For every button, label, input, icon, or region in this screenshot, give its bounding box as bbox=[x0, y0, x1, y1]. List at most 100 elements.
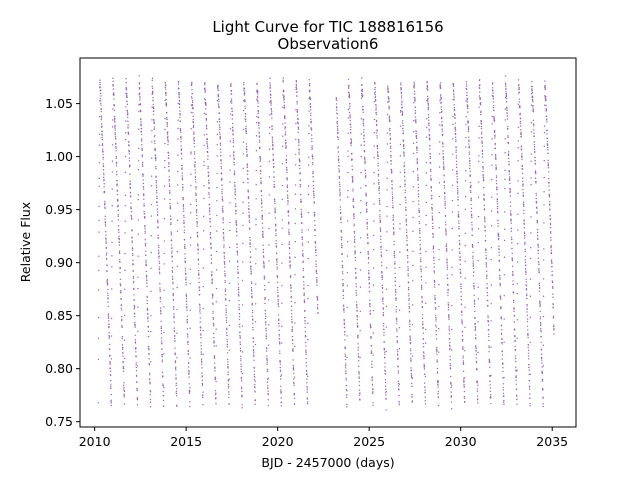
data-point bbox=[267, 399, 269, 401]
data-point bbox=[111, 220, 113, 222]
data-point bbox=[194, 161, 196, 164]
data-point bbox=[549, 223, 552, 226]
data-point bbox=[400, 92, 403, 95]
data-point bbox=[354, 238, 356, 241]
data-point bbox=[193, 138, 195, 140]
data-point bbox=[527, 355, 530, 357]
data-point bbox=[301, 237, 303, 239]
data-point bbox=[397, 351, 399, 353]
data-point bbox=[525, 264, 527, 267]
data-point bbox=[274, 223, 277, 226]
data-point bbox=[313, 202, 315, 204]
data-point bbox=[150, 185, 153, 187]
data-point bbox=[349, 107, 351, 109]
data-point bbox=[197, 249, 199, 251]
data-point bbox=[139, 103, 142, 105]
data-point bbox=[530, 153, 532, 155]
data-point bbox=[199, 321, 201, 323]
data-point bbox=[438, 248, 440, 251]
data-point bbox=[223, 257, 226, 259]
data-point bbox=[518, 98, 521, 100]
data-point bbox=[516, 283, 519, 285]
data-point bbox=[532, 101, 534, 103]
data-point bbox=[546, 129, 548, 131]
data-point bbox=[168, 185, 171, 187]
data-point bbox=[167, 138, 169, 140]
data-point bbox=[541, 359, 543, 361]
data-point bbox=[155, 167, 157, 170]
data-point bbox=[142, 175, 144, 177]
data-point bbox=[111, 144, 114, 146]
data-point bbox=[116, 183, 118, 185]
data-point bbox=[183, 229, 186, 231]
data-point bbox=[193, 146, 196, 148]
data-point bbox=[418, 222, 421, 225]
data-point bbox=[458, 222, 460, 225]
data-point bbox=[402, 132, 404, 134]
data-point bbox=[267, 377, 270, 380]
data-point bbox=[418, 211, 420, 214]
data-point bbox=[486, 275, 488, 278]
data-point bbox=[236, 231, 238, 233]
data-point bbox=[237, 272, 239, 274]
data-point bbox=[348, 97, 351, 99]
x-tick-label: 2020 bbox=[262, 434, 294, 449]
data-point bbox=[480, 120, 482, 123]
data-point bbox=[118, 237, 120, 240]
data-point bbox=[199, 306, 201, 308]
data-point bbox=[186, 305, 188, 308]
data-point bbox=[517, 229, 519, 231]
data-point bbox=[195, 186, 197, 189]
data-point bbox=[305, 341, 307, 344]
data-point bbox=[433, 266, 435, 268]
data-point bbox=[338, 161, 340, 164]
data-point bbox=[157, 220, 159, 223]
data-point bbox=[342, 289, 344, 291]
data-point bbox=[515, 383, 518, 385]
data-point bbox=[268, 148, 271, 151]
data-point bbox=[301, 242, 304, 244]
data-point bbox=[150, 175, 153, 177]
data-point bbox=[253, 370, 256, 372]
data-point bbox=[384, 353, 386, 355]
data-point bbox=[282, 123, 284, 125]
data-point bbox=[244, 100, 246, 103]
data-point bbox=[493, 130, 496, 133]
data-point bbox=[283, 95, 285, 98]
data-point bbox=[307, 375, 309, 378]
data-point bbox=[497, 237, 500, 240]
data-point bbox=[164, 99, 166, 102]
data-point bbox=[486, 287, 488, 290]
data-point bbox=[340, 239, 343, 241]
data-point bbox=[118, 235, 120, 237]
data-point bbox=[369, 323, 372, 325]
data-point bbox=[510, 218, 512, 220]
data-point bbox=[491, 115, 493, 118]
data-point bbox=[419, 247, 422, 249]
data-point bbox=[337, 138, 339, 140]
data-point bbox=[406, 249, 409, 252]
data-point bbox=[188, 371, 190, 373]
data-point bbox=[411, 355, 414, 357]
data-point bbox=[365, 185, 367, 187]
data-point bbox=[498, 245, 500, 248]
data-point bbox=[366, 226, 369, 228]
data-point bbox=[414, 106, 416, 108]
data-point bbox=[115, 157, 117, 159]
data-point bbox=[503, 399, 505, 402]
data-point bbox=[489, 384, 491, 386]
data-point bbox=[285, 161, 288, 164]
data-point bbox=[237, 268, 239, 271]
data-point bbox=[291, 330, 293, 333]
data-point bbox=[237, 265, 239, 268]
data-point bbox=[473, 271, 475, 273]
data-point bbox=[507, 142, 510, 145]
data-point bbox=[378, 197, 380, 200]
data-point bbox=[250, 281, 253, 283]
data-point bbox=[179, 114, 181, 116]
data-point bbox=[398, 285, 401, 288]
data-point bbox=[278, 335, 281, 337]
data-point bbox=[528, 358, 530, 360]
data-point bbox=[287, 210, 290, 212]
data-point bbox=[276, 268, 278, 270]
